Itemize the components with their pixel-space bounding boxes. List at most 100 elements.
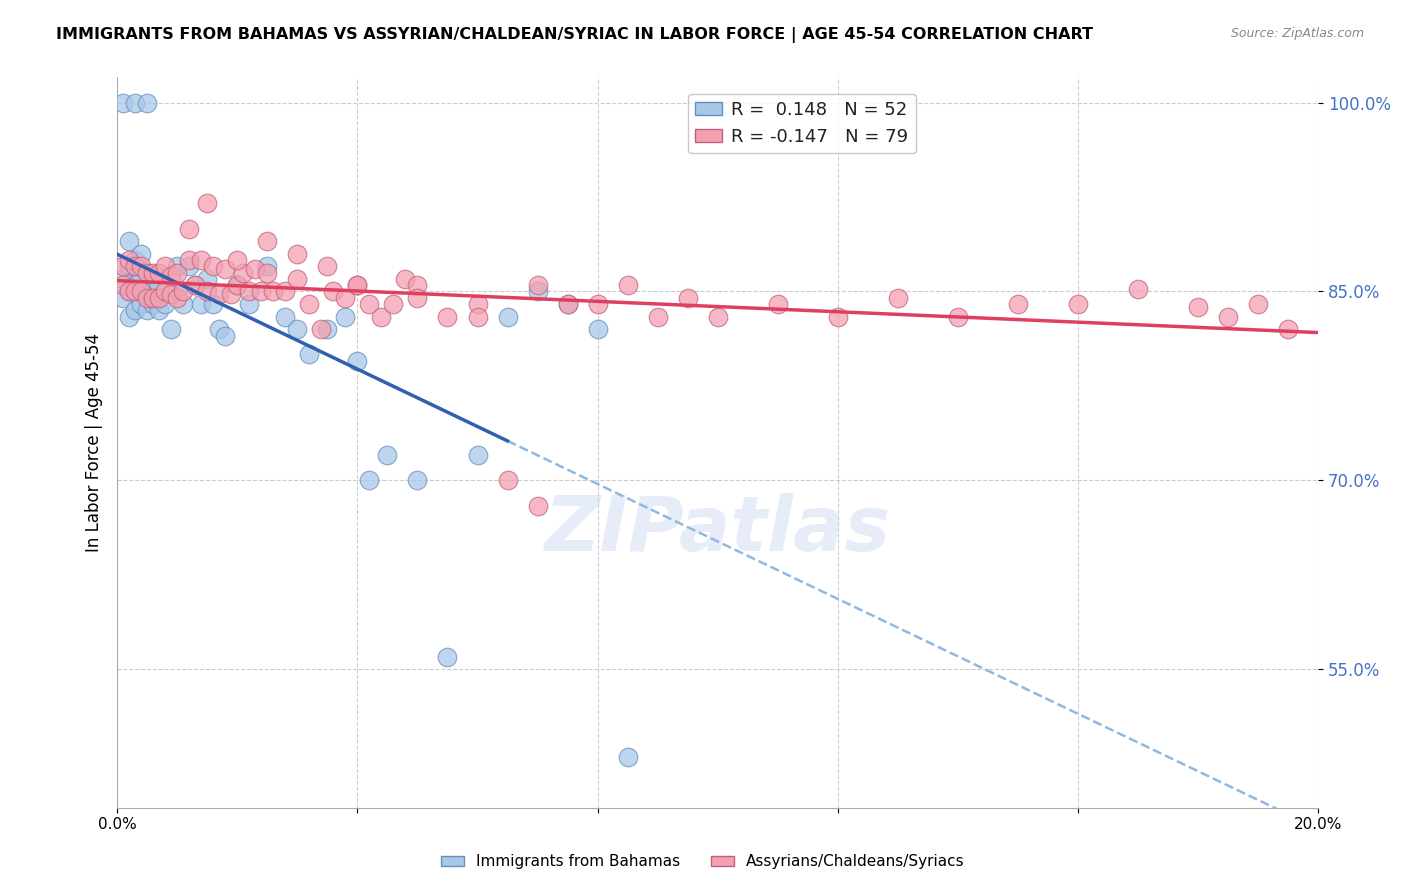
- Point: [142, 297, 165, 311]
- Point: [706, 310, 728, 324]
- Point: [1126, 282, 1149, 296]
- Point: [172, 297, 194, 311]
- Point: [166, 291, 188, 305]
- Point: [155, 285, 177, 299]
- Point: [335, 310, 357, 324]
- Point: [285, 322, 308, 336]
- Point: [436, 649, 458, 664]
- Point: [124, 303, 146, 318]
- Point: [946, 310, 969, 324]
- Point: [195, 285, 218, 299]
- Point: [1067, 297, 1090, 311]
- Point: [467, 310, 489, 324]
- Point: [311, 322, 333, 336]
- Point: [136, 278, 159, 293]
- Point: [256, 234, 278, 248]
- Point: [394, 272, 416, 286]
- Point: [766, 297, 789, 311]
- Point: [129, 260, 152, 274]
- Point: [1187, 300, 1209, 314]
- Point: [208, 287, 231, 301]
- Point: [335, 291, 357, 305]
- Point: [214, 328, 236, 343]
- Point: [316, 260, 339, 274]
- Point: [124, 95, 146, 110]
- Point: [827, 310, 849, 324]
- Point: [195, 272, 218, 286]
- Point: [166, 266, 188, 280]
- Point: [129, 272, 152, 286]
- Point: [118, 252, 141, 267]
- Point: [245, 261, 267, 276]
- Point: [616, 278, 638, 293]
- Point: [112, 278, 135, 293]
- Point: [148, 278, 170, 293]
- Point: [526, 285, 548, 299]
- Point: [148, 266, 170, 280]
- Point: [322, 285, 344, 299]
- Point: [496, 310, 519, 324]
- Point: [195, 196, 218, 211]
- Point: [179, 252, 201, 267]
- Point: [274, 310, 297, 324]
- Point: [226, 252, 249, 267]
- Point: [118, 260, 141, 274]
- Point: [166, 260, 188, 274]
- Point: [136, 95, 159, 110]
- Point: [112, 95, 135, 110]
- Text: ZIPatlas: ZIPatlas: [544, 493, 891, 567]
- Point: [148, 291, 170, 305]
- Point: [142, 291, 165, 305]
- Text: Source: ZipAtlas.com: Source: ZipAtlas.com: [1230, 27, 1364, 40]
- Point: [202, 297, 225, 311]
- Point: [285, 246, 308, 260]
- Point: [136, 291, 159, 305]
- Point: [118, 285, 141, 299]
- Point: [406, 291, 429, 305]
- Point: [124, 260, 146, 274]
- Point: [232, 266, 254, 280]
- Point: [467, 297, 489, 311]
- Point: [1007, 297, 1029, 311]
- Point: [184, 278, 207, 293]
- Point: [179, 221, 201, 235]
- Point: [124, 285, 146, 299]
- Point: [526, 499, 548, 513]
- Point: [184, 278, 207, 293]
- Point: [382, 297, 405, 311]
- Point: [647, 310, 669, 324]
- Point: [118, 310, 141, 324]
- Point: [155, 260, 177, 274]
- Point: [179, 260, 201, 274]
- Point: [346, 278, 368, 293]
- Point: [124, 278, 146, 293]
- Point: [370, 310, 392, 324]
- Point: [202, 260, 225, 274]
- Point: [262, 285, 284, 299]
- Point: [142, 266, 165, 280]
- Point: [112, 272, 135, 286]
- Point: [160, 322, 183, 336]
- Point: [406, 473, 429, 487]
- Point: [190, 252, 212, 267]
- Point: [136, 303, 159, 318]
- Point: [129, 246, 152, 260]
- Point: [316, 322, 339, 336]
- Point: [1218, 310, 1240, 324]
- Point: [136, 266, 159, 280]
- Point: [467, 448, 489, 462]
- Point: [285, 272, 308, 286]
- Point: [256, 260, 278, 274]
- Point: [155, 297, 177, 311]
- Legend: Immigrants from Bahamas, Assyrians/Chaldeans/Syriacs: Immigrants from Bahamas, Assyrians/Chald…: [434, 848, 972, 875]
- Point: [148, 303, 170, 318]
- Point: [557, 297, 579, 311]
- Point: [142, 272, 165, 286]
- Point: [238, 285, 260, 299]
- Point: [124, 252, 146, 267]
- Point: [586, 297, 609, 311]
- Point: [129, 285, 152, 299]
- Point: [250, 285, 273, 299]
- Point: [118, 285, 141, 299]
- Point: [274, 285, 297, 299]
